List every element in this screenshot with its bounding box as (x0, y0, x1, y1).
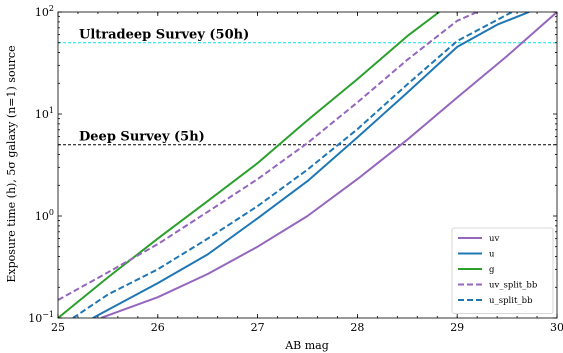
x-tick-label: 27 (251, 321, 265, 334)
x-axis-label: AB mag (284, 339, 329, 352)
series-line-uv-split-bb (58, 12, 478, 301)
x-tick-label: 28 (350, 321, 364, 334)
series-line-g (58, 12, 440, 318)
legend-label: g (489, 265, 495, 275)
x-tick-label: 25 (51, 321, 65, 334)
y-tick-label: 102 (35, 4, 54, 19)
x-tick-label: 30 (550, 321, 563, 334)
series-lines (58, 12, 557, 318)
legend: uv ug uv_split_bb u_split_bb (451, 227, 554, 314)
legend-label: u_split_bb (489, 296, 533, 306)
plot-frame (57, 11, 558, 319)
series-line-u (92, 12, 530, 318)
y-tick-label: 101 (35, 106, 54, 121)
reference-line-label: Deep Survey (5h) (79, 130, 205, 145)
reference-line-label: Ultradeep Survey (50h) (79, 28, 249, 43)
series-line-u-split-bb (72, 12, 513, 318)
x-tick-label: 29 (450, 321, 464, 334)
y-tick-label: 100 (35, 208, 54, 223)
legend-box (451, 227, 554, 314)
axis-ticks (57, 11, 558, 319)
tick-labels: 25 26 27 28 29 30 10−1 100 101 102 (28, 4, 563, 334)
y-axis-label: Exposure time (h), 5σ galaxy (n=1) sourc… (5, 45, 18, 282)
legend-label: uv (489, 234, 499, 244)
reference-lines (58, 42, 557, 146)
legend-label: u (489, 250, 495, 260)
x-tick-label: 26 (151, 321, 165, 334)
legend-label: uv_split_bb (489, 281, 538, 291)
y-tick-label: 10−1 (28, 310, 54, 325)
series-line-uv (100, 12, 557, 318)
reference-line-labels: Ultradeep Survey (50h) Deep Survey (5h) (79, 28, 249, 145)
